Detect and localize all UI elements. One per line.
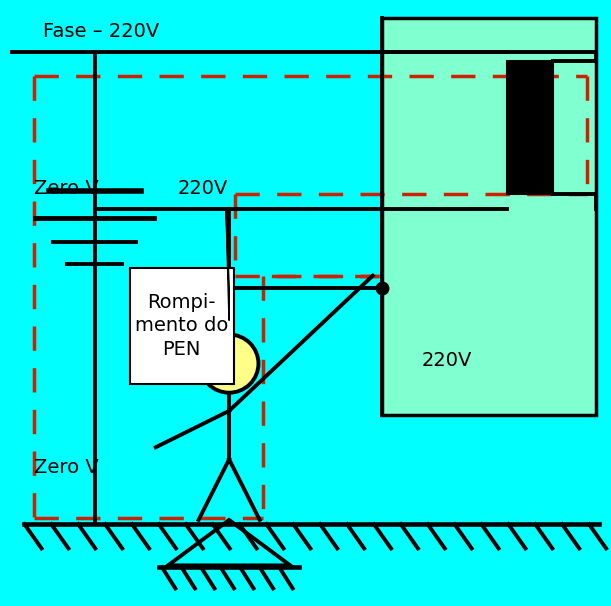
- Text: Fase – 220V: Fase – 220V: [43, 22, 159, 41]
- Text: Zero V: Zero V: [34, 179, 98, 198]
- FancyBboxPatch shape: [130, 268, 234, 384]
- Text: 220V: 220V: [422, 351, 472, 370]
- Bar: [507, 61, 553, 194]
- Circle shape: [200, 335, 258, 393]
- Text: 220V: 220V: [177, 179, 227, 198]
- Bar: [382, 18, 596, 415]
- Text: Rompi-
mento do
PEN: Rompi- mento do PEN: [135, 293, 229, 359]
- Polygon shape: [226, 209, 229, 321]
- Text: Zero V: Zero V: [34, 458, 98, 476]
